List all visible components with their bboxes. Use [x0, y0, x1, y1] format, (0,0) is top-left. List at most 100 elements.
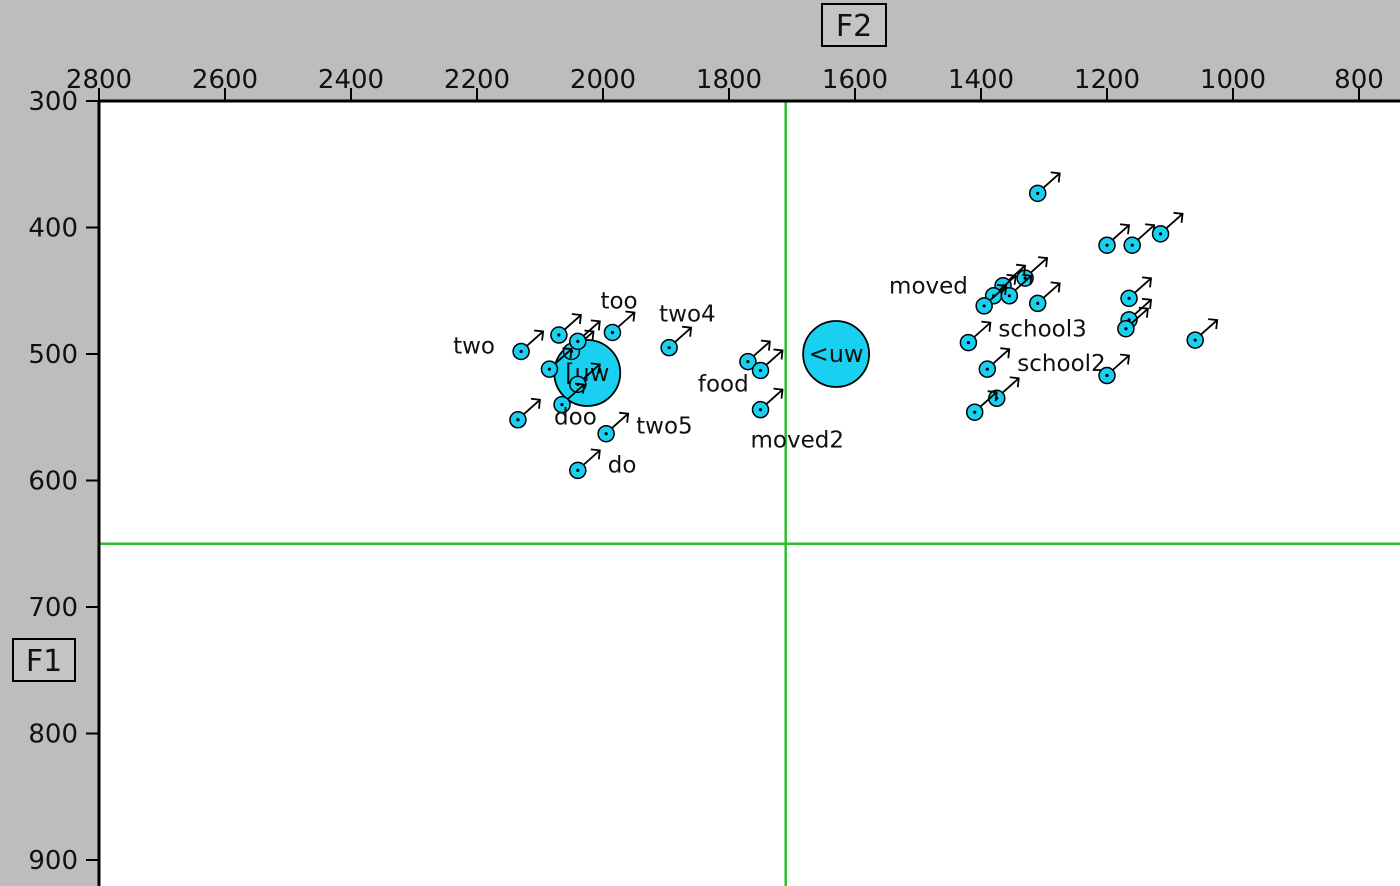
data-point: doo [553, 382, 597, 431]
point-label: school2 [1017, 351, 1105, 377]
x-tick-label: 1800 [696, 65, 762, 95]
point-arrow [609, 413, 629, 431]
point-arrow [1163, 213, 1184, 231]
x-tick-label: 1600 [822, 65, 888, 95]
point-center [1023, 276, 1027, 280]
point-center [667, 346, 671, 350]
point-center [547, 367, 552, 371]
point-arrowhead [1022, 273, 1033, 285]
data-point [751, 348, 784, 380]
point-arrow [1135, 224, 1155, 242]
point-label: doo [554, 405, 597, 431]
y-tick-label: 800 [28, 720, 78, 750]
point-arrowhead [590, 319, 601, 331]
point-arrowhead [682, 325, 693, 337]
point-arrow [565, 383, 585, 402]
data-point [1186, 318, 1219, 349]
point-label: two5 [636, 414, 693, 440]
point-arrowhead [760, 339, 771, 351]
data-point [1028, 281, 1061, 313]
point-center [1105, 373, 1109, 378]
f1-axis-button[interactable]: F1 [12, 638, 76, 682]
point-arrow [581, 363, 601, 382]
point-label: food [698, 372, 749, 398]
y-axis-label: F1 [26, 644, 62, 679]
point-arrowhead [1050, 281, 1061, 293]
point-arrow [1012, 275, 1032, 293]
data-point: two5 [597, 411, 693, 443]
point-arrowhead [574, 382, 586, 394]
point-arrowhead [773, 348, 784, 360]
data-point [569, 319, 601, 351]
point-arrow [971, 321, 991, 340]
point-center [1193, 338, 1197, 342]
data-point [975, 284, 1008, 315]
point-arrow [1132, 277, 1152, 296]
y-tick-label: 400 [28, 214, 78, 244]
point-center [985, 367, 989, 371]
point-arrow [978, 391, 998, 409]
data-point [1151, 211, 1184, 243]
x-tick-label: 2000 [570, 65, 636, 95]
point-arrow [1028, 257, 1048, 275]
point-arrowhead [590, 362, 601, 374]
data-point [1098, 353, 1130, 385]
point-label: school3 [998, 317, 1086, 343]
y-tick-label: 600 [28, 467, 78, 497]
point-arrowhead [1173, 211, 1184, 223]
data-point: moved2 [751, 387, 844, 454]
data-point [509, 397, 541, 429]
point-center [1105, 243, 1109, 247]
point-arrowhead [1006, 273, 1017, 285]
point-arrowhead [773, 387, 784, 399]
point-center [973, 410, 977, 414]
f2-axis-button[interactable]: F2 [821, 3, 887, 47]
data-point: school2 [978, 347, 1106, 378]
x-tick-label: 2800 [66, 65, 132, 95]
point-arrowhead [584, 329, 595, 341]
point-label: moved [889, 274, 968, 300]
data-point [965, 390, 998, 421]
point-arrow [1041, 282, 1061, 301]
point-arrowhead [1000, 347, 1011, 359]
point-arrow [1110, 354, 1130, 373]
point-arrowhead [625, 310, 636, 322]
data-point [1120, 276, 1153, 308]
point-arrowhead [1050, 171, 1061, 183]
point-arrowhead [571, 313, 582, 325]
mean-circle [802, 320, 870, 388]
point-arrowhead [981, 320, 992, 332]
point-arrow [552, 348, 573, 366]
point-arrow [672, 327, 692, 345]
y-tick-label: 500 [28, 340, 78, 370]
point-center [1036, 301, 1040, 305]
point-center [1124, 327, 1128, 331]
point-center [1036, 191, 1040, 195]
data-point: two4 [659, 302, 716, 357]
point-arrowhead [1208, 318, 1219, 330]
point-label: two4 [659, 302, 716, 328]
data-point: do [569, 448, 636, 480]
point-arrow [987, 285, 1007, 303]
point-center [516, 418, 520, 422]
data-point: too [600, 288, 638, 342]
plot-area [99, 101, 1400, 886]
x-axis-ticks: 2800 2600 2400 2200 2000 1800 1600 1400 1200 1000… [66, 65, 1384, 101]
point-center [610, 330, 615, 335]
point-arrowhead [562, 347, 573, 359]
point-arrow [615, 311, 636, 330]
point-arrow [1198, 319, 1218, 337]
data-point: two [453, 329, 545, 361]
point-center [1007, 294, 1011, 298]
data-point [1117, 306, 1149, 338]
data-points: two doo too two4 two5 do food moved2 moved school… [453, 171, 1219, 480]
y-tick-label: 300 [28, 87, 78, 117]
data-point: school3 [959, 317, 1087, 352]
point-center [966, 341, 971, 345]
point-arrowhead [1119, 223, 1130, 235]
y-tick-label: 700 [28, 593, 78, 623]
y-tick-label: 900 [28, 846, 78, 876]
data-point [550, 313, 582, 344]
point-label: too [600, 288, 637, 314]
